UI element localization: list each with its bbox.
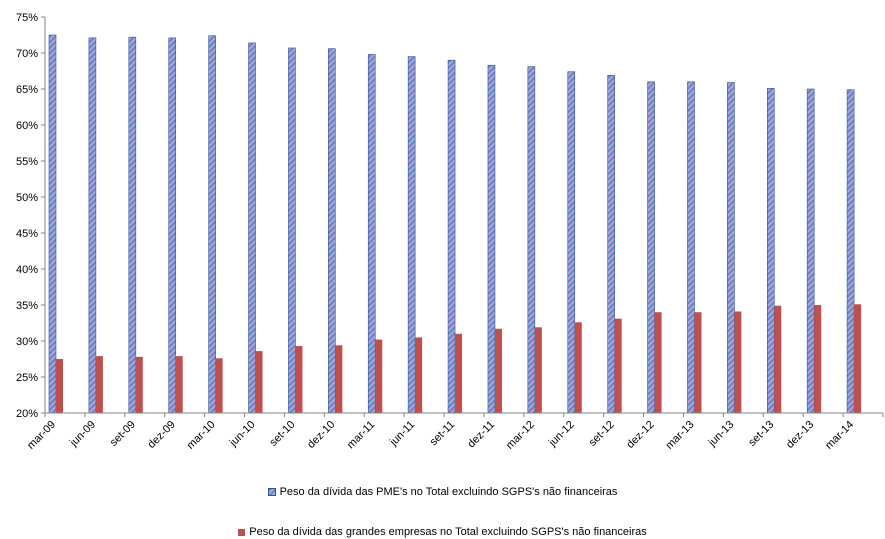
x-tick-label: jun-11 <box>387 419 417 449</box>
x-tick-label: jun-13 <box>706 419 737 450</box>
bar-grandes-empresas <box>255 351 263 413</box>
bar-pme <box>766 87 775 414</box>
bar-chart: 20% 25% 30% 35% 40% 45% 50% 55% 60% 65% 70% 75% mar… <box>16 12 884 452</box>
x-tick-label: set-10 <box>267 419 297 449</box>
bar-pme <box>687 81 695 414</box>
y-tick-label: 20% <box>16 408 38 420</box>
x-tick-label: dez-13 <box>784 419 816 451</box>
bar-pme <box>248 42 256 414</box>
bar-pme <box>48 34 57 414</box>
y-tick-label: 65% <box>16 84 38 96</box>
bar-pme <box>567 71 576 414</box>
bar-pme <box>727 82 735 414</box>
bar-pme <box>367 54 376 414</box>
x-tick-label: mar-09 <box>25 419 58 452</box>
x-tick-label: mar-14 <box>823 419 856 452</box>
y-tick-label: 40% <box>16 264 38 276</box>
x-tick-label: mar-11 <box>345 419 378 452</box>
bars <box>48 34 862 414</box>
bar-grandes-empresas <box>415 337 423 413</box>
bar-grandes-empresas <box>854 304 862 413</box>
y-tick-label: 45% <box>16 228 38 240</box>
x-tick-label: jun-10 <box>227 419 258 450</box>
bar-grandes-empresas <box>614 318 622 413</box>
bar-grandes-empresas <box>455 333 463 413</box>
bar-grandes-empresas <box>175 356 183 413</box>
bar-grandes-empresas <box>694 312 702 413</box>
bar-pme <box>447 59 456 414</box>
bar-grandes-empresas <box>494 328 502 413</box>
legend-swatch-grandes-empresas <box>238 528 246 536</box>
x-tick-label: jun-09 <box>67 419 98 450</box>
y-tick-label: 35% <box>16 300 38 312</box>
bar-pme <box>846 89 855 414</box>
bar-grandes-empresas <box>814 305 822 413</box>
x-tick-label: set-11 <box>428 419 458 449</box>
y-tick-label: 75% <box>16 12 38 24</box>
bar-pme <box>527 66 536 414</box>
y-tick-label: 25% <box>16 372 38 384</box>
x-tick-label: set-13 <box>746 419 776 449</box>
bar-grandes-empresas <box>654 312 662 413</box>
bar-pme <box>806 88 815 414</box>
bar-pme <box>128 36 137 414</box>
x-tick-label: mar-10 <box>185 419 218 452</box>
x-tick-label: dez-11 <box>465 419 497 451</box>
legend-item-pme: Peso da dívida das PME's no Total exclui… <box>0 486 885 499</box>
x-tick-label: dez-12 <box>624 419 656 451</box>
bar-grandes-empresas <box>215 358 223 413</box>
bar-pme <box>208 35 216 414</box>
bar-grandes-empresas <box>335 345 343 413</box>
legend-label-grandes-empresas: Peso da dívida das grandes empresas no T… <box>249 526 647 538</box>
bar-pme <box>88 37 97 414</box>
y-tick-label: 70% <box>16 48 38 60</box>
legend-swatch-pme <box>267 488 276 496</box>
bar-grandes-empresas <box>574 322 582 413</box>
bar-grandes-empresas <box>135 356 143 413</box>
x-tick-label: dez-09 <box>146 419 178 451</box>
x-tick-label: dez-10 <box>305 419 337 451</box>
x-tick-label: mar-13 <box>663 419 696 452</box>
legend-label-pme: Peso da dívida das PME's no Total exclui… <box>279 486 618 498</box>
y-tick-label: 55% <box>16 156 38 168</box>
x-tick-label: mar-12 <box>504 419 537 452</box>
bar-pme <box>487 64 496 414</box>
y-axis: 20% 25% 30% 35% 40% 45% 50% 55% 60% 65% 70% 75% <box>16 12 46 420</box>
bar-grandes-empresas <box>56 359 63 413</box>
bar-grandes-empresas <box>534 327 542 413</box>
bar-grandes-empresas <box>774 305 782 413</box>
x-tick-label: set-09 <box>108 419 138 449</box>
x-tick-label: jun-12 <box>546 419 577 450</box>
x-tick-label: set-12 <box>587 419 617 449</box>
x-axis: mar-09 jun-09 set-09 dez-09 mar-10 jun-10 set-… <box>25 412 884 452</box>
y-tick-label: 50% <box>16 192 38 204</box>
y-tick-label: 60% <box>16 120 38 132</box>
bar-grandes-empresas <box>95 356 103 413</box>
bar-grandes-empresas <box>295 346 303 413</box>
bar-grandes-empresas <box>375 339 383 413</box>
bar-pme <box>168 37 177 414</box>
bar-pme <box>407 56 416 414</box>
legend-item-grandes-empresas: Peso da dívida das grandes empresas no T… <box>0 526 885 539</box>
bar-pme <box>328 48 336 414</box>
y-tick-label: 30% <box>16 336 38 348</box>
bar-pme <box>647 81 655 414</box>
bar-grandes-empresas <box>734 311 742 413</box>
bar-pme <box>607 75 615 414</box>
bar-pme <box>288 47 296 414</box>
